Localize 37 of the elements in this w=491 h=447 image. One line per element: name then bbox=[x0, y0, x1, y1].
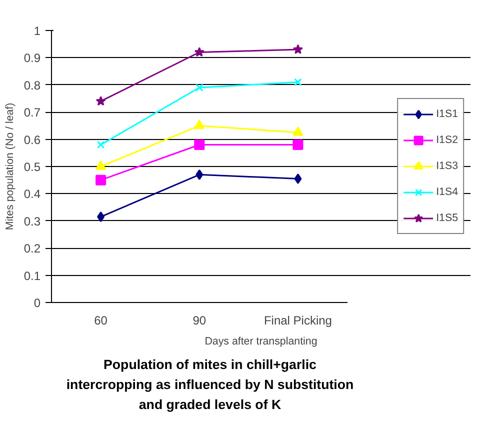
legend-label: I1S3 bbox=[436, 160, 458, 172]
x-tick-label: Final Picking bbox=[264, 314, 332, 328]
point bbox=[96, 140, 105, 149]
point bbox=[194, 139, 205, 150]
y-tick-label: 1 bbox=[34, 24, 41, 38]
point bbox=[292, 139, 304, 150]
point bbox=[196, 169, 204, 180]
point bbox=[96, 96, 106, 106]
x-tick-label: 60 bbox=[94, 314, 108, 328]
legend-label: I1S5 bbox=[436, 212, 458, 224]
legend-label: I1S1 bbox=[436, 108, 458, 120]
y-tick-label: 0.2 bbox=[24, 242, 41, 256]
y-tick-label: 0.6 bbox=[24, 132, 41, 147]
y-axis-title: Mites population (No / leaf) bbox=[4, 102, 16, 230]
legend-label: I1S2 bbox=[436, 134, 458, 146]
point bbox=[96, 174, 106, 186]
y-tick-label: 0.3 bbox=[24, 214, 41, 228]
text: Population of mites in chill+garlic intercropping as influenced by N substitution and graded levels of K bbox=[65, 356, 355, 414]
point bbox=[294, 173, 302, 184]
point bbox=[292, 126, 304, 136]
point bbox=[195, 84, 204, 92]
x-tick-label: 90 bbox=[192, 314, 206, 328]
y-tick-label: 0.4 bbox=[24, 187, 41, 202]
y-tick-label: 0 bbox=[34, 296, 41, 310]
x-axis-title: Days after transplanting bbox=[204, 336, 318, 348]
point bbox=[194, 47, 204, 57]
y-tick-label: 0.5 bbox=[24, 160, 41, 174]
y-tick-label: 0.7 bbox=[24, 106, 41, 120]
point bbox=[294, 78, 302, 86]
point bbox=[96, 160, 106, 170]
point bbox=[97, 212, 105, 222]
point bbox=[292, 44, 303, 54]
y-tick-label: 0.9 bbox=[24, 51, 41, 66]
y-tick-label: 0.1 bbox=[24, 268, 41, 283]
legend-label: I1S4 bbox=[436, 186, 458, 198]
point bbox=[194, 120, 205, 130]
y-tick-label: 0.8 bbox=[24, 78, 41, 92]
